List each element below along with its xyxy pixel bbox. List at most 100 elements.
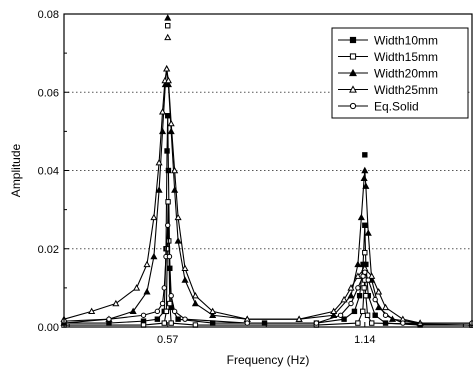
marker-triangle — [150, 213, 158, 221]
marker-square — [167, 300, 173, 307]
marker-triangle — [330, 307, 338, 315]
marker-square — [164, 246, 171, 252]
marker-circle — [382, 312, 389, 318]
marker-triangle — [360, 174, 368, 182]
marker-square — [372, 312, 378, 318]
marker-square — [363, 293, 369, 299]
marker-circle — [165, 222, 171, 228]
marker-triangle — [349, 68, 357, 77]
marker-triangle — [191, 299, 199, 307]
series-line — [64, 201, 473, 326]
marker-square — [349, 53, 357, 60]
marker-triangle — [209, 311, 217, 318]
marker-triangle — [364, 229, 372, 236]
marker-square — [356, 293, 363, 299]
y-tick-label: 0.08 — [38, 9, 59, 21]
marker-circle — [171, 308, 178, 315]
marker-circle — [355, 285, 361, 291]
x-axis-title: Frequency (Hz) — [227, 353, 310, 367]
marker-triangle — [133, 284, 141, 291]
axis-ticks: 0.00 0.02 0.04 0.06 0.08 0.57 1.14 — [38, 9, 464, 346]
marker-square — [165, 113, 171, 119]
marker-triangle — [174, 237, 182, 244]
legend: Width10mm Width15mm Width20mm Width25mm Eq.S… — [331, 27, 469, 119]
legend-item: Width25mm — [338, 83, 438, 97]
legend-item: Width20mm — [338, 67, 438, 81]
marker-triangle — [164, 14, 172, 21]
marker-square — [175, 316, 181, 322]
marker-circle — [154, 308, 161, 315]
marker-square — [361, 285, 367, 291]
marker-square — [351, 308, 358, 315]
marker-square — [161, 320, 167, 326]
marker-circle — [372, 296, 378, 303]
marker-triangle — [167, 119, 175, 127]
marker-circle — [349, 102, 357, 110]
marker-circle — [182, 316, 188, 322]
marker-triangle — [174, 213, 182, 221]
legend-item: Width15mm — [338, 50, 438, 64]
marker-triangle — [164, 33, 172, 41]
marker-circle — [244, 320, 250, 326]
marker-circle — [348, 300, 354, 307]
series — [60, 33, 473, 326]
marker-square — [355, 320, 361, 326]
marker-circle — [161, 285, 167, 291]
x-tick-label: 1.14 — [354, 334, 375, 346]
marker-square — [165, 23, 171, 29]
marker-triangle — [362, 182, 370, 189]
series-layer — [60, 14, 473, 328]
legend-item: Eq.Solid — [338, 100, 419, 114]
marker-triangle — [357, 213, 365, 221]
y-axis-title: Amplitude — [9, 144, 23, 198]
legend-label: Width25mm — [374, 83, 438, 97]
marker-circle — [313, 320, 320, 326]
marker-square — [341, 316, 347, 322]
marker-circle — [106, 316, 112, 322]
marker-triangle — [150, 252, 158, 260]
marker-circle — [365, 277, 371, 283]
marker-square — [369, 320, 375, 326]
marker-triangle — [368, 272, 376, 279]
legend-label: Width10mm — [374, 34, 438, 48]
marker-square — [163, 308, 170, 315]
marker-triangle — [143, 288, 151, 295]
marker-triangle — [112, 299, 120, 307]
marker-square — [362, 152, 368, 158]
x-tick-label: 0.57 — [157, 334, 178, 346]
marker-square — [165, 199, 171, 205]
marker-triangle — [361, 166, 369, 174]
marker-square — [362, 222, 368, 228]
marker-triangle — [347, 284, 355, 291]
marker-square — [364, 312, 371, 318]
marker-circle — [166, 253, 173, 260]
series — [61, 222, 473, 326]
marker-triangle — [155, 186, 163, 193]
y-tick-label: 0.02 — [38, 244, 59, 256]
marker-triangle — [164, 76, 172, 84]
marker-triangle — [88, 307, 96, 315]
marker-square — [349, 36, 357, 44]
marker-square — [362, 249, 368, 256]
marker-triangle — [158, 108, 167, 115]
marker-triangle — [340, 295, 348, 303]
series-line — [63, 225, 472, 324]
marker-square — [360, 308, 366, 315]
marker-triangle — [354, 272, 362, 279]
marker-square — [165, 167, 172, 174]
y-tick-label: 0.04 — [38, 166, 59, 178]
marker-triangle — [382, 303, 390, 311]
marker-triangle — [143, 260, 151, 268]
legend-label: Width20mm — [374, 67, 438, 81]
legend-items: Width10mm Width15mm Width20mm Width25mm Eq.S… — [338, 34, 438, 114]
legend-label: Width15mm — [374, 50, 438, 64]
marker-triangle — [163, 65, 171, 72]
marker-triangle — [354, 260, 362, 268]
y-tick-label: 0.06 — [38, 87, 59, 99]
marker-triangle — [171, 166, 179, 174]
marker-triangle — [209, 307, 217, 315]
marker-square — [154, 316, 161, 322]
marker-triangle — [181, 276, 189, 283]
marker-circle — [140, 312, 147, 318]
